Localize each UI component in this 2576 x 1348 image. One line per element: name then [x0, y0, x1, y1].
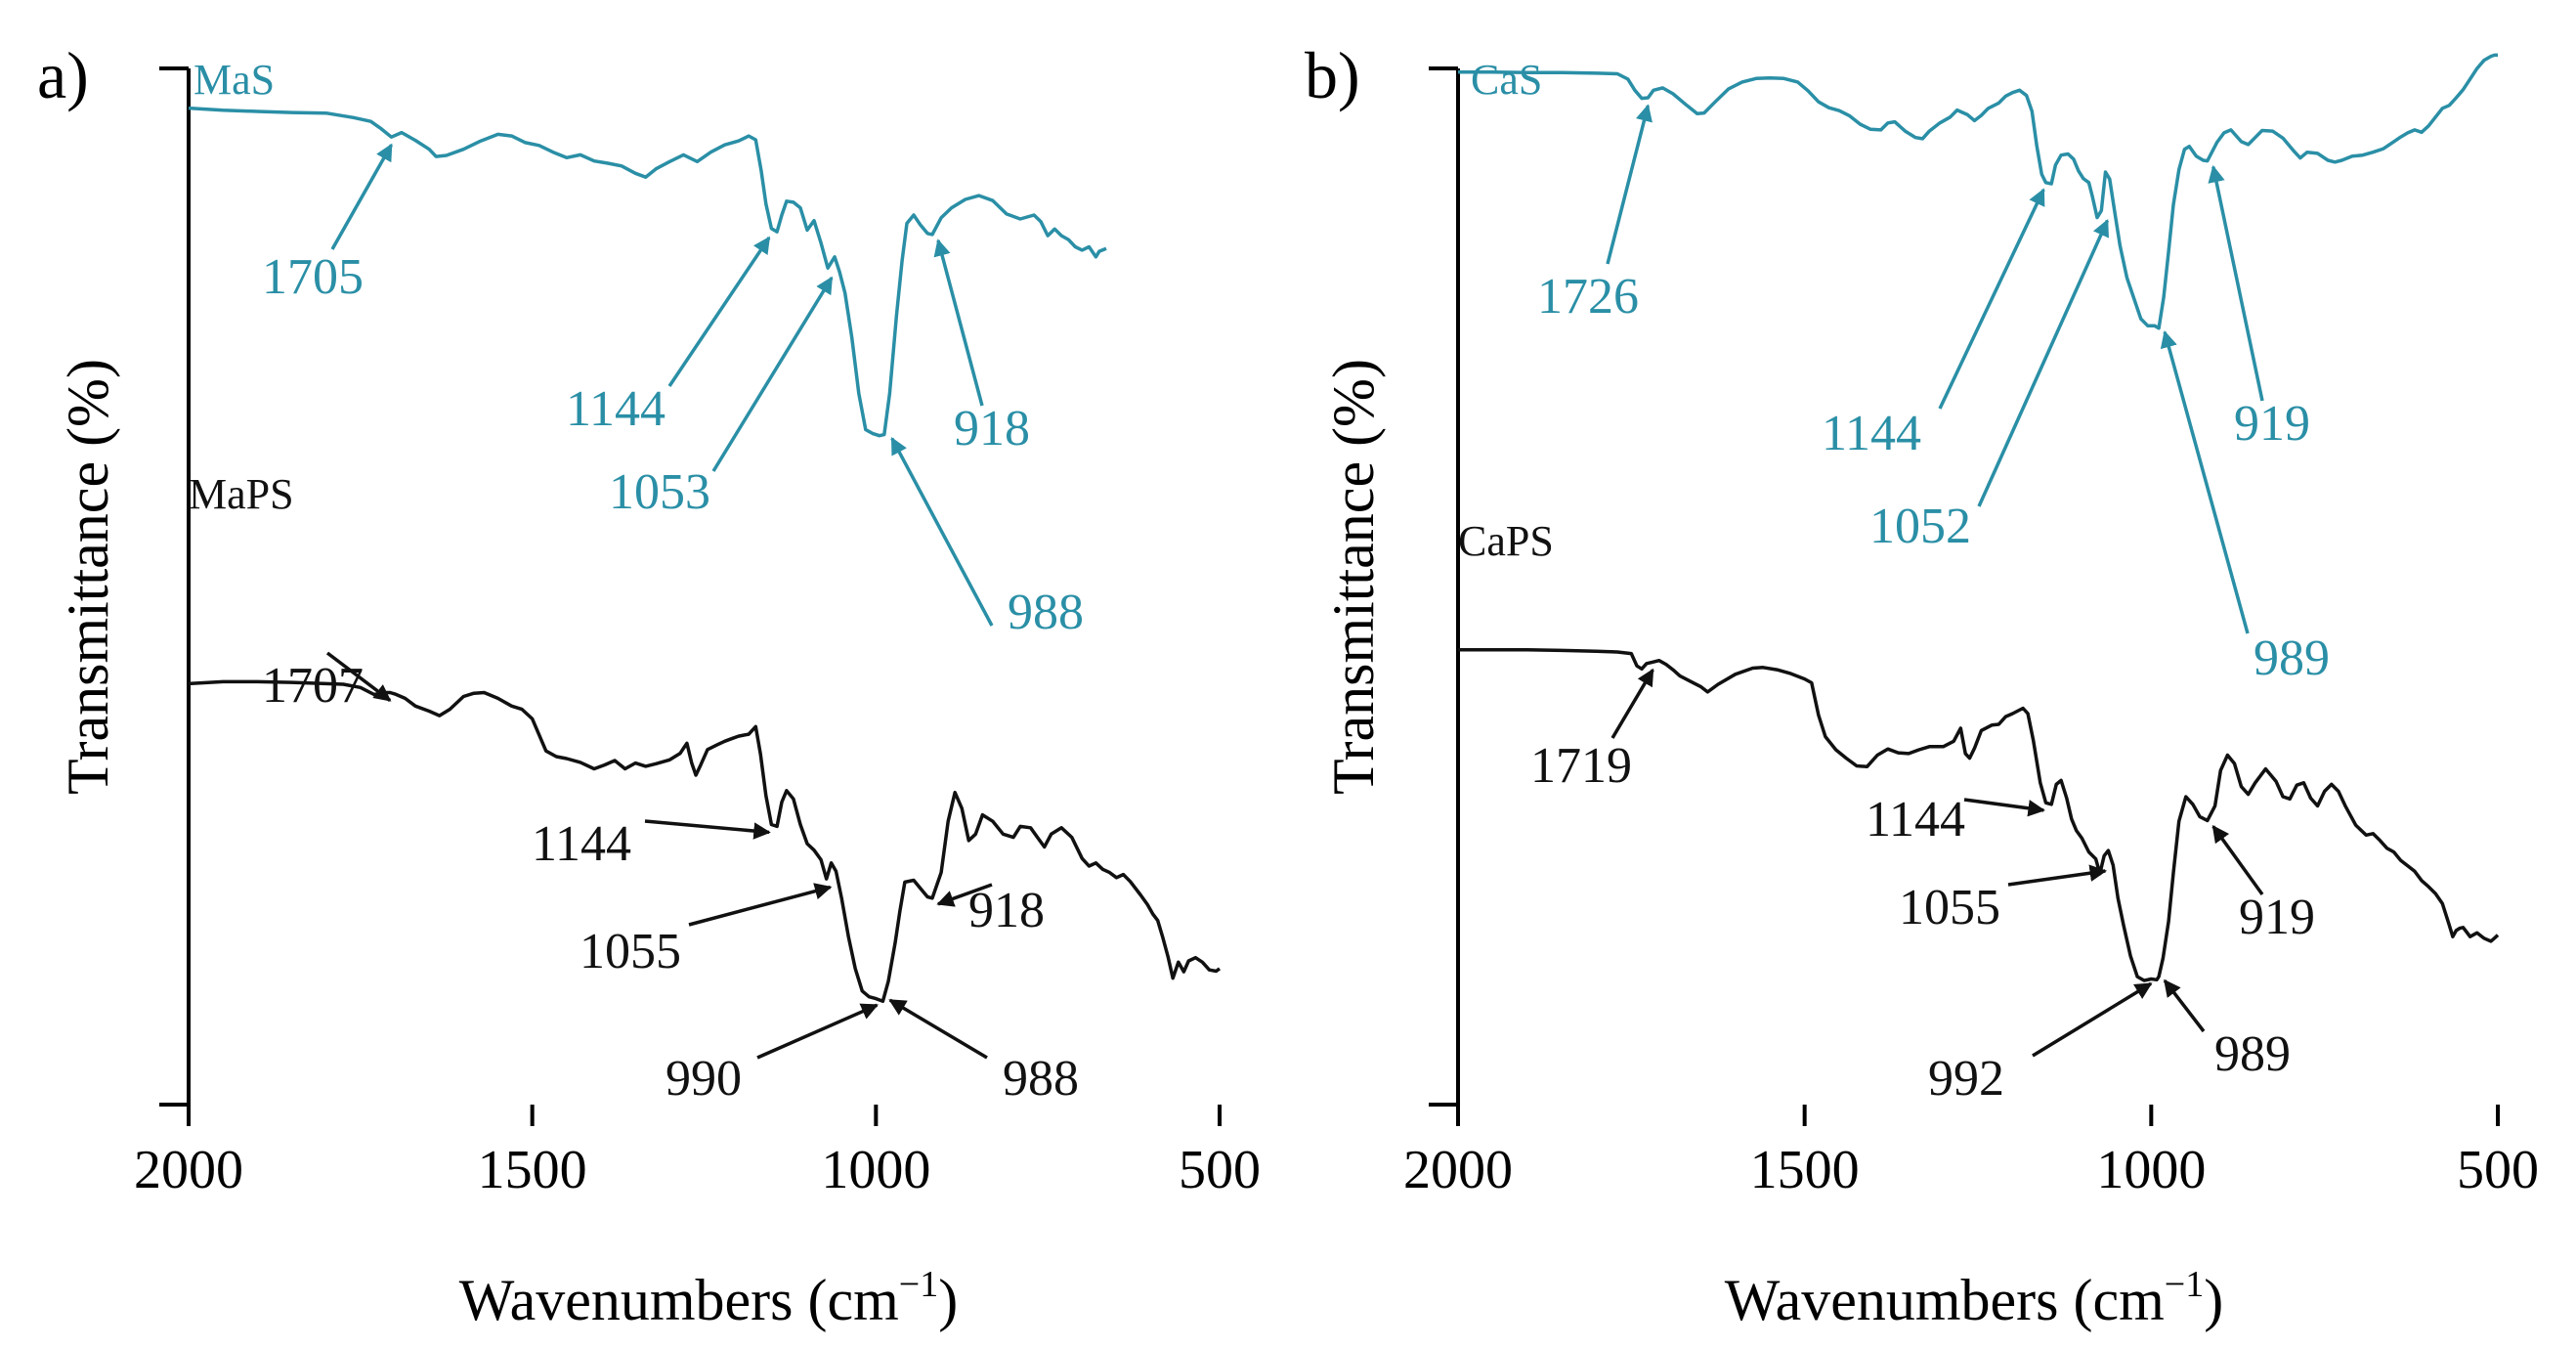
annotation-arrow: [756, 1003, 879, 1060]
annotation-label: 1053: [609, 464, 710, 520]
annotation-label: 989: [2214, 1026, 2291, 1082]
panel-a: a) Transmittance (%) Wavenumbers (cm−1) …: [37, 38, 1261, 1332]
panel-b-letter: b): [1305, 38, 1360, 112]
series-label-maps: MaPS: [189, 470, 294, 518]
annotation-arrow: [711, 276, 834, 472]
annotation-arrow: [890, 437, 994, 627]
annotation-arrow: [2208, 164, 2264, 402]
panel-1-x-tick-label: 1500: [1750, 1140, 1860, 1200]
panel-a-x-axis-title-end: ): [938, 1268, 958, 1332]
annotation-label: 1052: [1869, 499, 1971, 554]
panel-b-y-axis-title: Transmittance (%): [1321, 359, 1386, 795]
annotation-arrow: [933, 239, 984, 407]
series-line-mas: [188, 106, 1107, 438]
series-label-caps: CaPS: [1458, 517, 1554, 565]
panel-1-x-tick-label: 500: [2457, 1140, 2539, 1200]
annotation-label: 988: [1003, 1051, 1079, 1107]
series-label-cas: CaS: [1471, 56, 1542, 104]
annotation-arrow: [1938, 188, 2045, 410]
annotation-label: 1707: [262, 658, 364, 714]
panel-b-x-axis-title-end: ): [2204, 1268, 2223, 1332]
panel-1-x-tick-label: 1000: [2096, 1140, 2206, 1200]
panel-0-x-tick-label: 1500: [478, 1140, 587, 1200]
panel-a-y-axis-title: Transmittance (%): [56, 359, 120, 795]
annotation-label: 1144: [1822, 406, 1921, 461]
annotation-label: 990: [665, 1051, 742, 1107]
panel-1-x-tick-label: 2000: [1403, 1140, 1513, 1200]
annotation-label: 1705: [262, 249, 364, 305]
annotation-arrow: [888, 998, 988, 1060]
series-label-mas: MaS: [193, 56, 275, 104]
annotation-arrow: [644, 819, 771, 840]
annotation-label: 1719: [1530, 738, 1632, 794]
annotation-label: 1144: [532, 816, 631, 872]
panel-0-x-tick-label: 1000: [821, 1140, 930, 1200]
annotation-arrow: [330, 143, 394, 250]
annotation-label: 919: [2239, 890, 2315, 945]
annotation-label: 918: [954, 401, 1030, 457]
annotation-arrow: [1610, 668, 1654, 739]
panel-b-x-axis-title: Wavenumbers (cm−1): [1725, 1264, 2223, 1332]
panel-b: b) Transmittance (%) Wavenumbers (cm−1) …: [1305, 38, 2539, 1332]
annotation-arrow: [936, 883, 993, 907]
annotation-arrow: [1606, 104, 1653, 265]
panel-a-x-axis-title: Wavenumbers (cm−1): [459, 1264, 958, 1332]
annotation-label: 1055: [580, 924, 681, 979]
annotation-arrow: [688, 883, 833, 927]
annotation-label: 919: [2234, 396, 2310, 452]
annotation-label: 1055: [1899, 880, 2000, 935]
panel-b-x-axis-title-main: Wavenumbers (cm: [1725, 1268, 2165, 1332]
annotation-arrow: [2211, 824, 2264, 896]
panel-b-x-axis-title-sup: −1: [2165, 1264, 2204, 1305]
panel-a-letter: a): [37, 38, 89, 112]
panel-a-x-axis-title-main: Wavenumbers (cm: [459, 1268, 899, 1332]
panel-0-x-tick-label: 500: [1179, 1140, 1261, 1200]
annotation-arrow: [1977, 219, 2110, 507]
annotation-label: 1726: [1537, 269, 1639, 325]
annotation-arrow: [2007, 864, 2108, 887]
annotation-arrow: [2032, 981, 2153, 1058]
annotation-label: 988: [1008, 585, 1084, 640]
annotation-label: 1144: [566, 381, 665, 437]
series-line-maps: [188, 679, 1222, 1004]
annotation-label: 918: [968, 883, 1045, 938]
annotation-arrow: [325, 651, 392, 702]
panel-a-x-axis-title-sup: −1: [899, 1264, 938, 1305]
annotation-arrow: [2163, 978, 2206, 1033]
annotation-label: 1144: [1866, 792, 1965, 848]
annotation-label: 989: [2254, 631, 2330, 686]
annotation-label: 992: [1928, 1051, 2004, 1107]
annotation-arrow: [1963, 798, 2045, 817]
series-line-cas: [1458, 53, 2498, 330]
annotation-arrow: [667, 236, 771, 387]
annotation-arrow: [2160, 329, 2250, 634]
panel-0-x-tick-label: 2000: [134, 1140, 243, 1200]
